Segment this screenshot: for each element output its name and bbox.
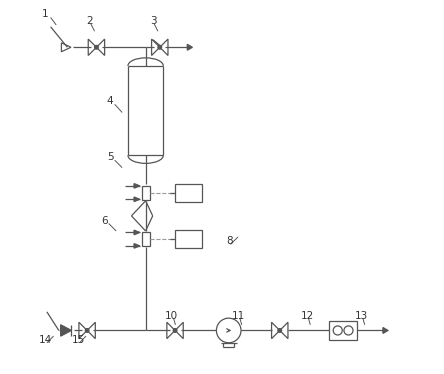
Text: 3: 3: [150, 16, 156, 26]
Polygon shape: [134, 243, 140, 248]
Text: 5: 5: [107, 152, 114, 162]
Circle shape: [278, 329, 281, 332]
Text: 15: 15: [72, 335, 85, 345]
Bar: [175, 230, 202, 248]
Bar: [329, 321, 357, 340]
Polygon shape: [134, 184, 140, 188]
Bar: [175, 184, 202, 202]
Text: 4: 4: [107, 96, 114, 106]
Circle shape: [95, 46, 98, 49]
Circle shape: [173, 329, 177, 332]
Text: 8: 8: [226, 236, 233, 246]
Bar: [142, 232, 150, 246]
Text: 12: 12: [301, 310, 314, 321]
Text: 1: 1: [42, 9, 48, 19]
Text: 6: 6: [101, 215, 108, 226]
Circle shape: [85, 329, 89, 332]
Bar: [142, 186, 150, 200]
Text: 13: 13: [355, 310, 369, 321]
Polygon shape: [134, 230, 140, 235]
Text: 14: 14: [38, 335, 52, 345]
Polygon shape: [134, 197, 140, 202]
Polygon shape: [187, 45, 192, 50]
Polygon shape: [383, 328, 388, 333]
Text: 10: 10: [165, 310, 178, 321]
Text: 2: 2: [87, 16, 93, 26]
Polygon shape: [61, 325, 71, 336]
Text: 11: 11: [232, 310, 246, 321]
Circle shape: [158, 46, 162, 49]
